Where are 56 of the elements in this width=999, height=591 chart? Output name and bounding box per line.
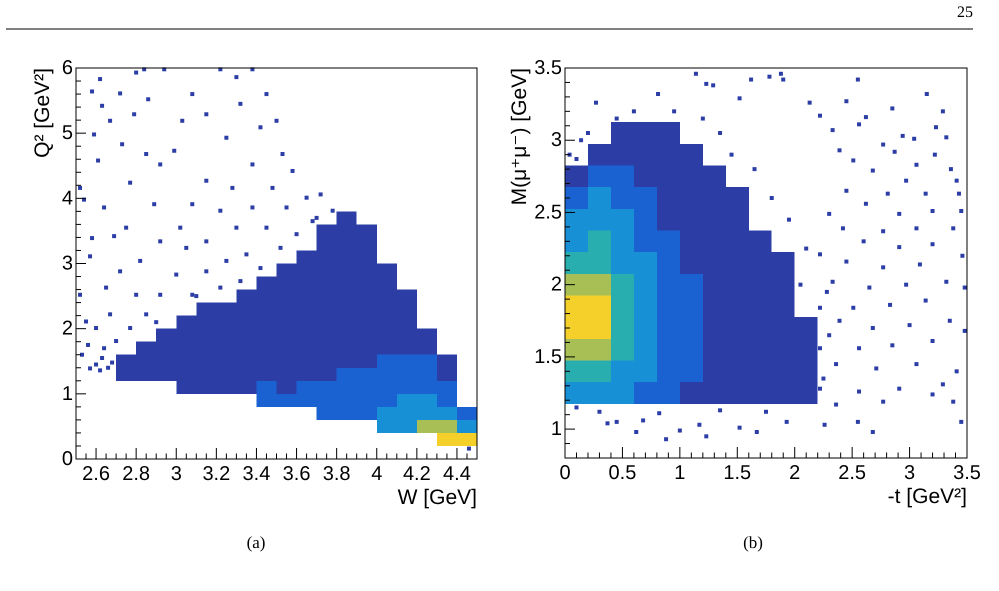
point (565, 252, 588, 274)
point (588, 187, 611, 209)
x-tick-label: 1.5 (723, 462, 752, 484)
point (680, 382, 703, 404)
point (610, 274, 634, 296)
point (588, 274, 611, 296)
y-tick-label: 3.5 (534, 57, 562, 79)
y-tick-label: 4 (62, 187, 73, 210)
x-axis-title: -t [GeV²] (888, 485, 967, 508)
x-tick-label: 2.5 (838, 462, 866, 484)
text: 25 (957, 4, 973, 20)
y-tick-label: 1.5 (534, 346, 562, 368)
point (588, 166, 611, 188)
x-tick-label: 3.5 (953, 462, 981, 484)
point (634, 382, 657, 404)
y-tick-label: 2 (62, 318, 73, 340)
point (565, 382, 588, 404)
x-tick-label: 3 (170, 463, 182, 485)
y-tick-label: 1 (550, 418, 562, 440)
text: (b) (743, 532, 763, 552)
point (588, 338, 611, 360)
y-tick-label: 2 (550, 274, 562, 296)
x-tick-label: 3.8 (322, 463, 351, 485)
y-axis-title: Q² [GeV²] (31, 68, 54, 158)
x-tick-label: 2 (789, 462, 800, 484)
point (565, 230, 588, 252)
x-tick-label: 2.8 (122, 463, 150, 485)
y-tick-label: 3 (550, 129, 562, 152)
y-tick-label: 3 (62, 252, 73, 274)
x-tick-label: 4 (371, 463, 382, 485)
point (565, 338, 588, 360)
x-tick-label: 0.5 (608, 462, 636, 484)
point (588, 230, 611, 252)
y-axis-title: M(μ⁺μ⁻) [GeV] (508, 68, 531, 206)
point (565, 274, 588, 296)
x-tick-label: 2.6 (82, 463, 110, 485)
x-tick-label: 3.6 (282, 463, 310, 485)
y-tick-label: 0 (62, 448, 73, 470)
y-tick-label: 6 (62, 57, 73, 79)
point (588, 144, 611, 166)
x-axis-title: W [GeV] (398, 486, 477, 509)
x-tick-label: 1 (674, 462, 686, 484)
point (565, 360, 588, 382)
x-tick-label: 3.4 (242, 463, 270, 485)
y-tick-label: 2.5 (534, 201, 562, 224)
point (588, 360, 611, 382)
x-tick-label: 4.4 (443, 463, 471, 485)
x-tick-label: 4.2 (402, 463, 431, 485)
point (565, 187, 588, 209)
y-tick-label: 1 (62, 382, 73, 405)
text: (a) (246, 532, 266, 552)
x-tick-label: 3.2 (202, 463, 230, 485)
y-tick-label: 5 (62, 122, 73, 144)
point (610, 338, 634, 360)
point (565, 166, 588, 188)
x-tick-label: 3 (904, 462, 916, 484)
